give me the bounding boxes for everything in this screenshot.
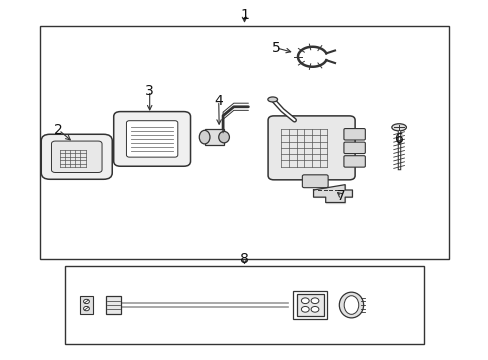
Ellipse shape — [344, 296, 358, 314]
Ellipse shape — [301, 306, 308, 312]
Ellipse shape — [199, 130, 209, 144]
Ellipse shape — [310, 298, 318, 303]
Bar — [296, 294, 323, 316]
Polygon shape — [313, 185, 352, 203]
FancyBboxPatch shape — [343, 129, 365, 140]
Ellipse shape — [83, 299, 89, 303]
FancyBboxPatch shape — [41, 134, 112, 179]
Bar — [292, 291, 327, 319]
Text: 5: 5 — [271, 41, 280, 55]
FancyBboxPatch shape — [302, 175, 327, 188]
Ellipse shape — [391, 124, 406, 131]
FancyBboxPatch shape — [126, 121, 178, 157]
Ellipse shape — [267, 97, 277, 102]
Ellipse shape — [83, 306, 89, 311]
FancyBboxPatch shape — [343, 142, 365, 154]
Text: 7: 7 — [337, 189, 346, 203]
Bar — [106, 296, 120, 314]
FancyBboxPatch shape — [343, 156, 365, 167]
FancyBboxPatch shape — [267, 116, 354, 180]
Bar — [64, 266, 424, 344]
FancyBboxPatch shape — [114, 112, 190, 166]
Ellipse shape — [218, 131, 229, 143]
Text: 8: 8 — [240, 252, 248, 266]
Ellipse shape — [310, 306, 318, 312]
Bar — [204, 129, 224, 145]
Ellipse shape — [301, 298, 308, 303]
Text: 6: 6 — [394, 132, 403, 146]
Ellipse shape — [339, 292, 363, 318]
Text: 4: 4 — [214, 94, 223, 108]
Text: 2: 2 — [54, 123, 63, 137]
Bar — [40, 26, 448, 258]
Text: 1: 1 — [240, 8, 248, 22]
Bar — [80, 296, 92, 314]
FancyBboxPatch shape — [51, 141, 102, 172]
Text: 3: 3 — [145, 84, 154, 98]
